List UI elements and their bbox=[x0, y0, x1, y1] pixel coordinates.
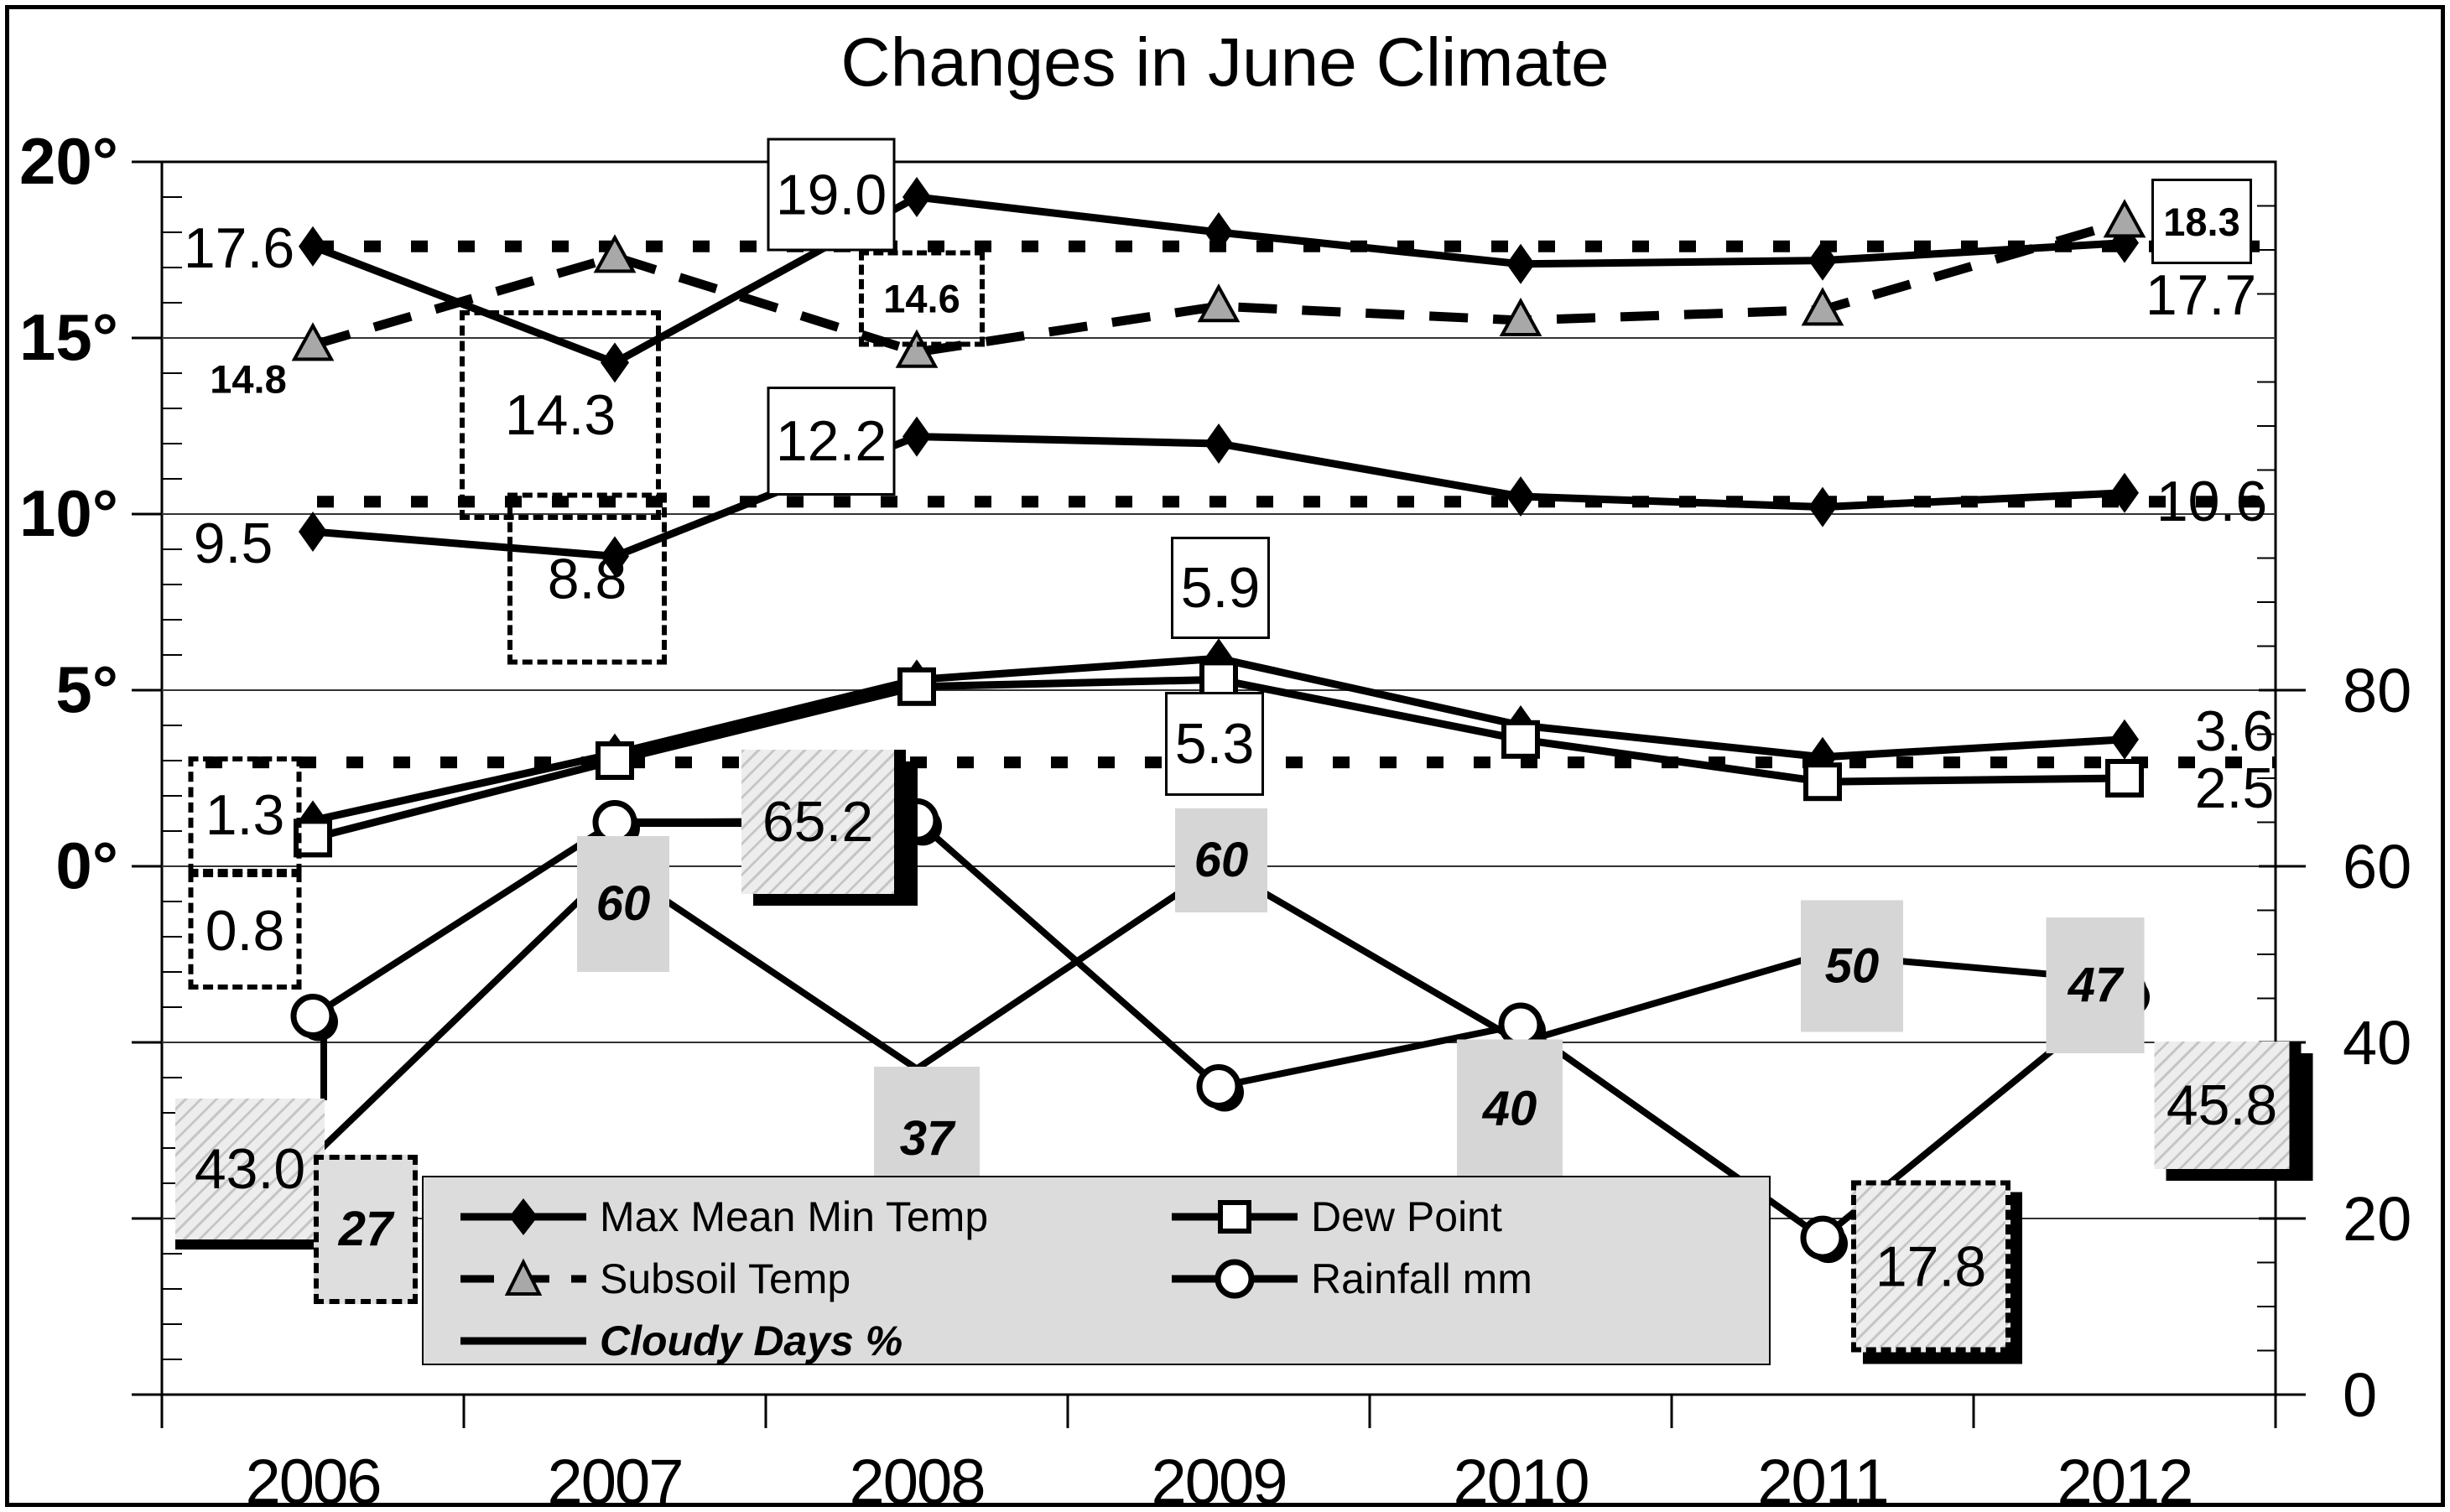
right-axis-label: 60 bbox=[2343, 832, 2411, 901]
x-axis-label: 2012 bbox=[2057, 1447, 2192, 1512]
legend-label-maxmeanmin: Max Mean Min Temp bbox=[600, 1193, 989, 1240]
diamond-marker bbox=[1808, 486, 1837, 527]
x-axis-label: 2008 bbox=[849, 1447, 984, 1512]
data-label-dew-point-2009: 5.3 bbox=[1165, 692, 1264, 796]
diamond-marker bbox=[1204, 212, 1233, 252]
legend-label-rain: Rainfall mm bbox=[1311, 1255, 1532, 1302]
left-axis-label: 0° bbox=[55, 829, 118, 902]
data-label-cloudy-days--2009: 60 bbox=[1175, 808, 1267, 912]
diamond-marker bbox=[1204, 423, 1233, 464]
triangle-marker bbox=[1499, 297, 1542, 336]
data-label-rainfall-mm-2011: 17.8 bbox=[1851, 1180, 2010, 1353]
triangle-marker bbox=[291, 322, 335, 361]
data-label-cloudy-days--2007: 60 bbox=[577, 836, 669, 972]
data-label-rainfall-mm-2006: 43.0 bbox=[175, 1099, 325, 1250]
diamond-marker bbox=[1506, 243, 1535, 284]
square-marker bbox=[1501, 720, 1540, 759]
diamond-marker bbox=[601, 536, 629, 577]
legend-line-swatch bbox=[460, 1337, 586, 1345]
x-axis-label: 2010 bbox=[1453, 1447, 1588, 1512]
data-label-max-temp-2008: 19.0 bbox=[767, 138, 896, 252]
legend-item-subsoil: Subsoil Temp bbox=[460, 1248, 850, 1310]
diamond-marker bbox=[2110, 719, 2139, 760]
chart-legend: Max Mean Min Temp Dew Point Subsoil Temp Ra… bbox=[422, 1176, 1771, 1365]
triangle-marker bbox=[895, 329, 939, 368]
data-label-cloudy-days--2010: 40 bbox=[1457, 1039, 1563, 1178]
x-axis-label: 2009 bbox=[1151, 1447, 1286, 1512]
right-axis-label: 80 bbox=[2343, 656, 2411, 725]
triangle-marker bbox=[593, 234, 637, 273]
data-label-rainfall-mm-2008: 65.2 bbox=[741, 750, 906, 894]
data-label-subsoil-temp-2008: 14.6 bbox=[859, 250, 985, 347]
square-marker bbox=[1199, 660, 1238, 699]
data-label-max-temp-2012: 17.7 bbox=[2145, 263, 2257, 327]
legend-item-dew: Dew Point bbox=[1172, 1186, 1502, 1248]
data-label-cloudy-days--2012: 47 bbox=[2046, 917, 2145, 1053]
diamond-marker bbox=[299, 226, 327, 267]
circle-marker bbox=[290, 994, 336, 1038]
data-label-subsoil-temp-2012: 18.3 bbox=[2151, 179, 2252, 264]
data-label-mean-temp-2006: 9.5 bbox=[193, 512, 273, 575]
triangle-marker bbox=[1801, 287, 1844, 326]
data-label-rainfall-mm-2012: 45.8 bbox=[2154, 1042, 2302, 1169]
data-label-max-temp-2007: 14.3 bbox=[460, 310, 661, 520]
circle-marker bbox=[1196, 1064, 1241, 1109]
data-label-min-temp-2012: 3.6 bbox=[2194, 699, 2275, 763]
triangle-marker bbox=[2103, 199, 2146, 238]
legend-diamond-swatch bbox=[460, 1198, 586, 1235]
diamond-marker bbox=[299, 512, 327, 552]
legend-item-maxmeanmin: Max Mean Min Temp bbox=[460, 1186, 988, 1248]
chart-title: Changes in June Climate bbox=[840, 24, 1610, 101]
square-marker bbox=[897, 667, 936, 706]
square-marker bbox=[294, 818, 332, 858]
diamond-marker bbox=[1506, 476, 1535, 517]
data-label-mean-temp-2008: 12.2 bbox=[767, 387, 896, 496]
circle-marker bbox=[1800, 1215, 1845, 1260]
data-label-dew-point-2012: 2.5 bbox=[2194, 756, 2275, 820]
right-axis-label: 0 bbox=[2343, 1360, 2377, 1430]
left-axis-label: 5° bbox=[55, 652, 118, 726]
legend-item-rain: Rainfall mm bbox=[1172, 1248, 1532, 1310]
diamond-marker bbox=[601, 342, 629, 383]
legend-square-swatch bbox=[1172, 1200, 1298, 1234]
x-axis-label: 2007 bbox=[547, 1447, 682, 1512]
square-marker bbox=[1803, 762, 1842, 802]
data-label-cloudy-days--2006: 27 bbox=[314, 1155, 418, 1304]
left-axis-label: 10° bbox=[19, 476, 118, 550]
legend-label-dew: Dew Point bbox=[1311, 1193, 1502, 1240]
x-axis-label: 2006 bbox=[245, 1447, 380, 1512]
data-label-cloudy-days--2011: 50 bbox=[1801, 900, 1903, 1032]
square-marker bbox=[596, 741, 634, 780]
data-label-min-temp-2006: 1.3 bbox=[188, 756, 302, 874]
left-axis-label: 20° bbox=[19, 124, 118, 198]
data-label-subsoil-temp-2006: 14.8 bbox=[210, 356, 287, 402]
diamond-marker bbox=[1808, 240, 1837, 281]
data-label-dew-point-2006: 0.8 bbox=[188, 872, 302, 990]
legend-item-cloudy: Cloudy Days % bbox=[460, 1310, 902, 1372]
right-axis-label: 40 bbox=[2343, 1008, 2411, 1078]
diamond-marker bbox=[902, 177, 931, 217]
legend-circle-swatch bbox=[1172, 1259, 1298, 1299]
right-axis-label: 20 bbox=[2343, 1184, 2411, 1254]
diamond-marker bbox=[2110, 472, 2139, 513]
data-label-mean-temp-2012: 10.6 bbox=[2156, 470, 2268, 533]
triangle-marker bbox=[1197, 283, 1241, 323]
circle-marker bbox=[1498, 1002, 1543, 1047]
x-axis-label: 2011 bbox=[1757, 1447, 1887, 1512]
data-label-min-temp-2009: 5.9 bbox=[1171, 537, 1270, 639]
data-label-max-temp-2006: 17.6 bbox=[183, 216, 295, 280]
legend-triangle-swatch bbox=[460, 1258, 586, 1296]
diamond-marker bbox=[902, 416, 931, 457]
left-axis-label: 15° bbox=[19, 300, 118, 374]
data-label-mean-temp-2007: 8.8 bbox=[507, 492, 667, 665]
legend-label-subsoil: Subsoil Temp bbox=[600, 1255, 851, 1302]
legend-label-cloudy: Cloudy Days % bbox=[600, 1317, 903, 1364]
square-marker bbox=[2105, 759, 2144, 798]
